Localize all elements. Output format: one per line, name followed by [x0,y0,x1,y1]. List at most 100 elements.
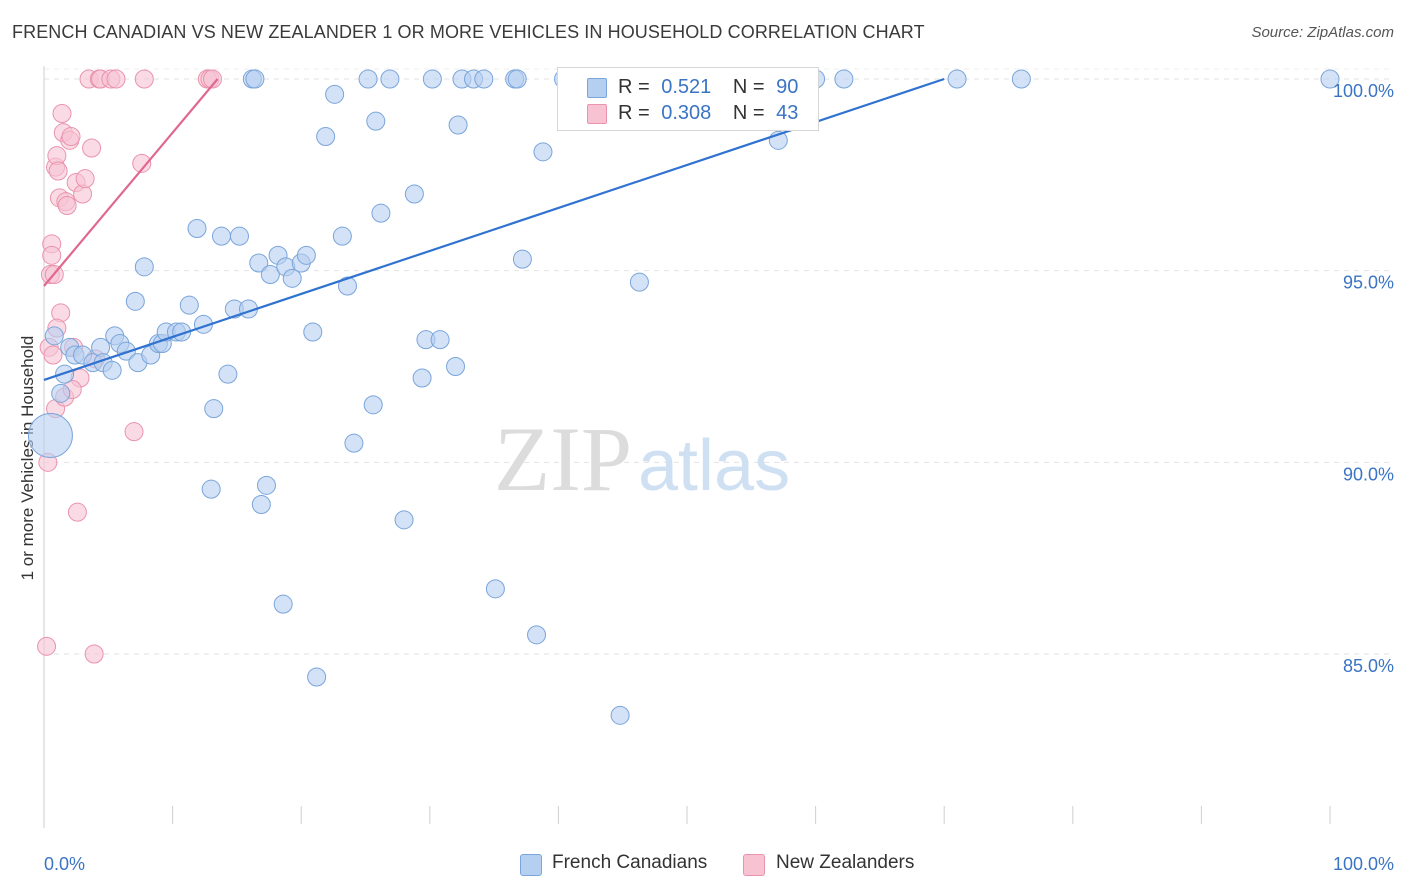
new-zealanders-point [134,69,154,89]
french-canadians-point [448,115,468,135]
french-canadians-point [204,399,224,419]
legend-r-label: R = [618,102,650,124]
x-tick-label-min: 0.0% [44,854,85,874]
new-zealanders-point [132,153,152,173]
french-canadians-point [134,257,154,277]
french-canadians-point [102,360,122,380]
french-canadians-point [251,495,271,514]
french-canadians-point [229,226,249,246]
stats-legend: R = 0.521 N = 90 R = 0.308 N = 43 [557,67,819,131]
french-canadians-point [125,291,145,311]
french-canadians-point [527,625,547,645]
legend-swatch-french-canadians [587,78,607,98]
french-canadians-point [51,383,71,403]
legend-n-value: 43 [776,102,799,124]
french-canadians-point [512,249,532,269]
french-canadians-point [834,69,854,89]
french-canadians-point [394,510,414,530]
new-zealanders-trendline [43,78,219,287]
y-tick-label: 100.0% [1333,81,1394,101]
bottom-legend-new-zealanders: New Zealanders [776,852,915,873]
french-canadians-point [507,69,527,89]
french-canadians-point [412,368,432,388]
new-zealanders-point [106,69,126,89]
french-canadians-point [344,433,364,453]
french-canadians-point [249,253,269,273]
french-canadians-point [947,69,967,89]
french-canadians-point [201,479,221,499]
french-canadians-point [211,226,231,246]
watermark-atlas: atlas [638,426,790,506]
bottom-legend-french-canadians: French Canadians [552,852,708,873]
french-canadians-point [179,295,199,315]
legend-r-value: 0.308 [661,102,712,124]
x-tick-labels: 0.0% 100.0% [44,854,1394,874]
legend-r-value: 0.521 [661,76,712,98]
french-canadians-point [316,127,336,146]
new-zealanders-point [124,422,144,442]
legend-n-label: N = [732,76,765,98]
french-canadians-point [1011,69,1031,89]
french-canadians-point [116,341,136,361]
new-zealanders-point [57,196,77,215]
legend-swatch-new-zealanders [587,104,607,124]
gridlines [44,68,1394,655]
bottom-legend-swatch-new-zealanders [743,854,765,876]
new-zealanders-point [84,644,104,664]
french-canadians-point [27,413,73,458]
french-canadians-point [44,326,64,346]
french-canadians-point [610,705,630,725]
french-canadians-point [282,268,302,288]
watermark: ZIP atlas [494,408,790,510]
french-canadians-point [307,667,327,687]
french-canadians-point [358,69,378,89]
new-zealanders-point [82,138,102,158]
legend-n-value: 90 [776,76,799,98]
new-zealanders-point [52,104,72,123]
french-canadians-point [337,276,357,296]
new-zealanders-point [67,502,87,522]
new-zealanders-point [61,127,81,146]
french-canadians-point [363,395,383,415]
new-zealanders-point [42,245,62,265]
french-canadians-point [273,594,293,614]
french-canadians-point [260,265,280,284]
french-canadians-point [218,364,238,384]
new-zealanders-point [43,345,63,365]
french-canadians-point [533,142,553,162]
y-tick-label: 95.0% [1343,273,1394,293]
french-canadians-point [404,184,424,204]
french-canadians-point [1320,69,1340,89]
french-canadians-points [27,69,1340,725]
source-credit: Source: ZipAtlas.com [1251,24,1394,41]
legend-row-french-canadians: R = 0.521 N = 90 [618,76,798,99]
legend-row-new-zealanders: R = 0.308 N = 43 [618,102,798,125]
french-canadians-point [430,330,450,350]
french-canadians-point [187,219,207,238]
x-tick-label-max: 100.0% [1333,854,1394,874]
french-canadians-point [245,69,265,89]
french-canadians-point [371,203,391,223]
french-canadians-point [422,69,442,89]
new-zealanders-point [202,69,222,89]
y-tick-label: 90.0% [1343,464,1394,484]
legend-r-label: R = [618,76,650,98]
french-canadians-point [474,69,494,89]
y-tick-labels: 85.0% 90.0% 95.0% 100.0% [1333,81,1394,676]
french-canadians-point [332,226,352,246]
new-zealanders-point [75,169,95,189]
french-canadians-point [296,245,316,265]
french-canadians-point [303,322,323,342]
new-zealanders-point [48,161,68,181]
french-canadians-point [380,69,400,89]
french-canadians-point [366,111,386,131]
y-tick-label: 85.0% [1343,656,1394,676]
chart-title: FRENCH CANADIAN VS NEW ZEALANDER 1 OR MO… [12,22,925,42]
legend-n-label: N = [732,102,765,124]
french-canadians-point [629,272,649,292]
bottom-legend-swatch-french-canadians [520,854,542,876]
new-zealanders-point [37,636,57,656]
french-canadians-point [256,475,276,495]
watermark-zip: ZIP [494,408,632,510]
